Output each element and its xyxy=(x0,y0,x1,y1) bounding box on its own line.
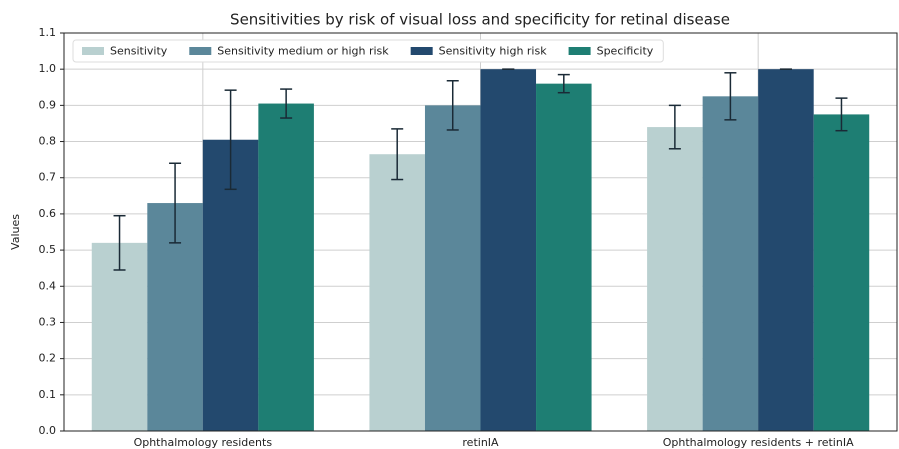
error-bar xyxy=(724,72,737,121)
legend-label: Sensitivity xyxy=(110,45,168,58)
y-tick-label: 0.1 xyxy=(39,388,57,401)
error-bar xyxy=(224,89,237,191)
y-tick-label: 0.0 xyxy=(39,424,57,437)
plot-frame xyxy=(63,32,898,432)
error-bar xyxy=(557,73,570,94)
y-tick-label: 0.3 xyxy=(39,315,57,328)
legend-label: Sensitivity medium or high risk xyxy=(217,45,389,58)
bar xyxy=(758,69,814,431)
error-bar xyxy=(668,104,681,150)
legend-frame xyxy=(72,39,664,63)
error-bar xyxy=(391,128,404,181)
error-bar xyxy=(835,97,848,132)
y-tick-label: 0.4 xyxy=(39,279,57,292)
x-tick-label: retinIA xyxy=(462,436,499,449)
bar xyxy=(813,114,870,431)
bar xyxy=(424,105,481,431)
y-tick-label: 0.5 xyxy=(39,243,57,256)
error-bar xyxy=(446,80,459,131)
legend-swatch xyxy=(82,47,104,55)
legend-swatch xyxy=(410,47,433,55)
bar xyxy=(480,69,537,431)
y-axis-label: Values xyxy=(9,214,22,250)
bar xyxy=(647,127,703,431)
bar xyxy=(258,103,314,432)
y-tick-label: 0.8 xyxy=(39,135,57,148)
y-tick-label: 1.1 xyxy=(39,26,57,39)
bar xyxy=(91,242,148,431)
y-tick-label: 0.6 xyxy=(39,207,57,220)
chart-title: Sensitivities by risk of visual loss and… xyxy=(230,11,730,29)
x-tick-label: Ophthalmology residents + retinIA xyxy=(663,436,854,449)
y-tick-label: 0.9 xyxy=(39,98,57,111)
legend-label: Sensitivity high risk xyxy=(439,45,548,58)
x-tick-label: Ophthalmology residents xyxy=(134,436,273,449)
error-bar xyxy=(169,162,182,244)
error-bar xyxy=(113,214,126,271)
error-bar xyxy=(280,88,293,119)
legend-label: Specificity xyxy=(597,45,654,58)
y-tick-label: 1.0 xyxy=(39,62,57,75)
bar xyxy=(536,83,592,432)
legend: Sensitivity Sensitivity medium or high ri… xyxy=(72,39,664,63)
legend-swatch xyxy=(189,47,212,55)
y-tick-label: 0.7 xyxy=(39,171,57,184)
y-tick-label: 0.2 xyxy=(39,352,57,365)
bar xyxy=(702,96,759,432)
legend-swatch xyxy=(568,47,591,55)
bar xyxy=(369,154,425,431)
